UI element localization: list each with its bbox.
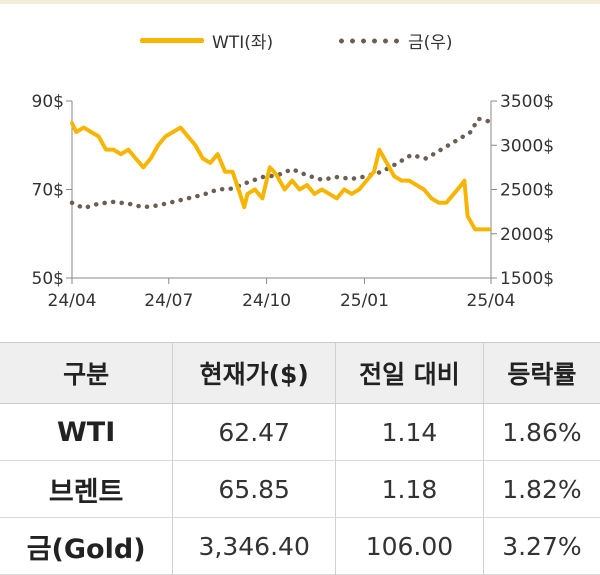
x-tick-label: 24/04 bbox=[48, 291, 97, 311]
left-tick-label: 70$ bbox=[32, 181, 64, 201]
left-tick-label: 90$ bbox=[32, 92, 64, 112]
header-change: 전일 대비 bbox=[335, 342, 484, 404]
row-label: 금(Gold) bbox=[0, 517, 173, 575]
right-tick-label: 3000$ bbox=[500, 136, 554, 156]
row-price: 65.85 bbox=[172, 460, 336, 518]
legend-line-swatch bbox=[140, 38, 204, 43]
price-table: 구분 현재가($) 전일 대비 등락률 WTI 62.47 1.14 1.86%… bbox=[0, 342, 600, 575]
header-price: 현재가($) bbox=[172, 342, 336, 404]
header-rate: 등락률 bbox=[482, 342, 600, 404]
x-tick-label: 24/10 bbox=[242, 291, 291, 311]
top-rule bbox=[0, 0, 600, 4]
legend-item-gold: 금(우) bbox=[336, 28, 453, 53]
legend-item-wti: WTI(좌) bbox=[140, 28, 273, 53]
legend-dots-swatch bbox=[336, 37, 400, 44]
row-rate: 1.86% bbox=[482, 403, 600, 461]
right-tick-label: 2000$ bbox=[500, 225, 554, 245]
table-row: WTI 62.47 1.14 1.86% bbox=[0, 403, 600, 461]
series-line-gold bbox=[69, 116, 492, 211]
legend-label-gold: 금(우) bbox=[408, 33, 453, 53]
row-change: 1.18 bbox=[335, 460, 484, 518]
table-row: 금(Gold) 3,346.40 106.00 3.27% bbox=[0, 517, 600, 575]
row-label: WTI bbox=[0, 403, 173, 461]
right-tick-label: 1500$ bbox=[500, 269, 554, 289]
table-header-row: 구분 현재가($) 전일 대비 등락률 bbox=[0, 342, 600, 404]
price-chart: 90$ 70$ 50$ 3500$ 3000$ 2500$ 2000$ 1500$ 24/04 2… bbox=[32, 92, 555, 311]
row-price: 3,346.40 bbox=[172, 517, 336, 575]
right-tick-label: 2500$ bbox=[500, 181, 554, 201]
table-row: 브렌트 65.85 1.18 1.82% bbox=[0, 460, 600, 518]
right-tick-label: 3500$ bbox=[500, 92, 554, 112]
left-tick-label: 50$ bbox=[32, 269, 64, 289]
header-category: 구분 bbox=[0, 342, 173, 404]
row-change: 106.00 bbox=[335, 517, 484, 575]
row-price: 62.47 bbox=[172, 403, 336, 461]
x-tick-label: 25/01 bbox=[340, 291, 389, 311]
chart-legend: WTI(좌) 금(우) bbox=[0, 28, 600, 56]
x-tick-label: 25/04 bbox=[467, 291, 516, 311]
row-rate: 1.82% bbox=[482, 460, 600, 518]
x-tick-label: 24/07 bbox=[144, 291, 193, 311]
series-line-wti bbox=[70, 121, 491, 232]
legend-label-wti: WTI(좌) bbox=[212, 33, 274, 53]
row-change: 1.14 bbox=[335, 403, 484, 461]
row-rate: 3.27% bbox=[482, 517, 600, 575]
row-label: 브렌트 bbox=[0, 460, 173, 518]
